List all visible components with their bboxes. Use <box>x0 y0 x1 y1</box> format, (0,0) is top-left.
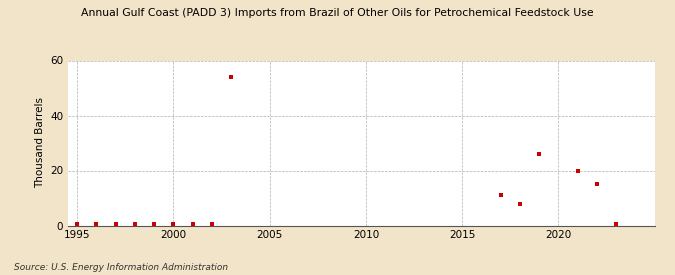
Text: Source: U.S. Energy Information Administration: Source: U.S. Energy Information Administ… <box>14 263 227 272</box>
Y-axis label: Thousand Barrels: Thousand Barrels <box>34 98 45 188</box>
Text: Annual Gulf Coast (PADD 3) Imports from Brazil of Other Oils for Petrochemical F: Annual Gulf Coast (PADD 3) Imports from … <box>81 8 594 18</box>
